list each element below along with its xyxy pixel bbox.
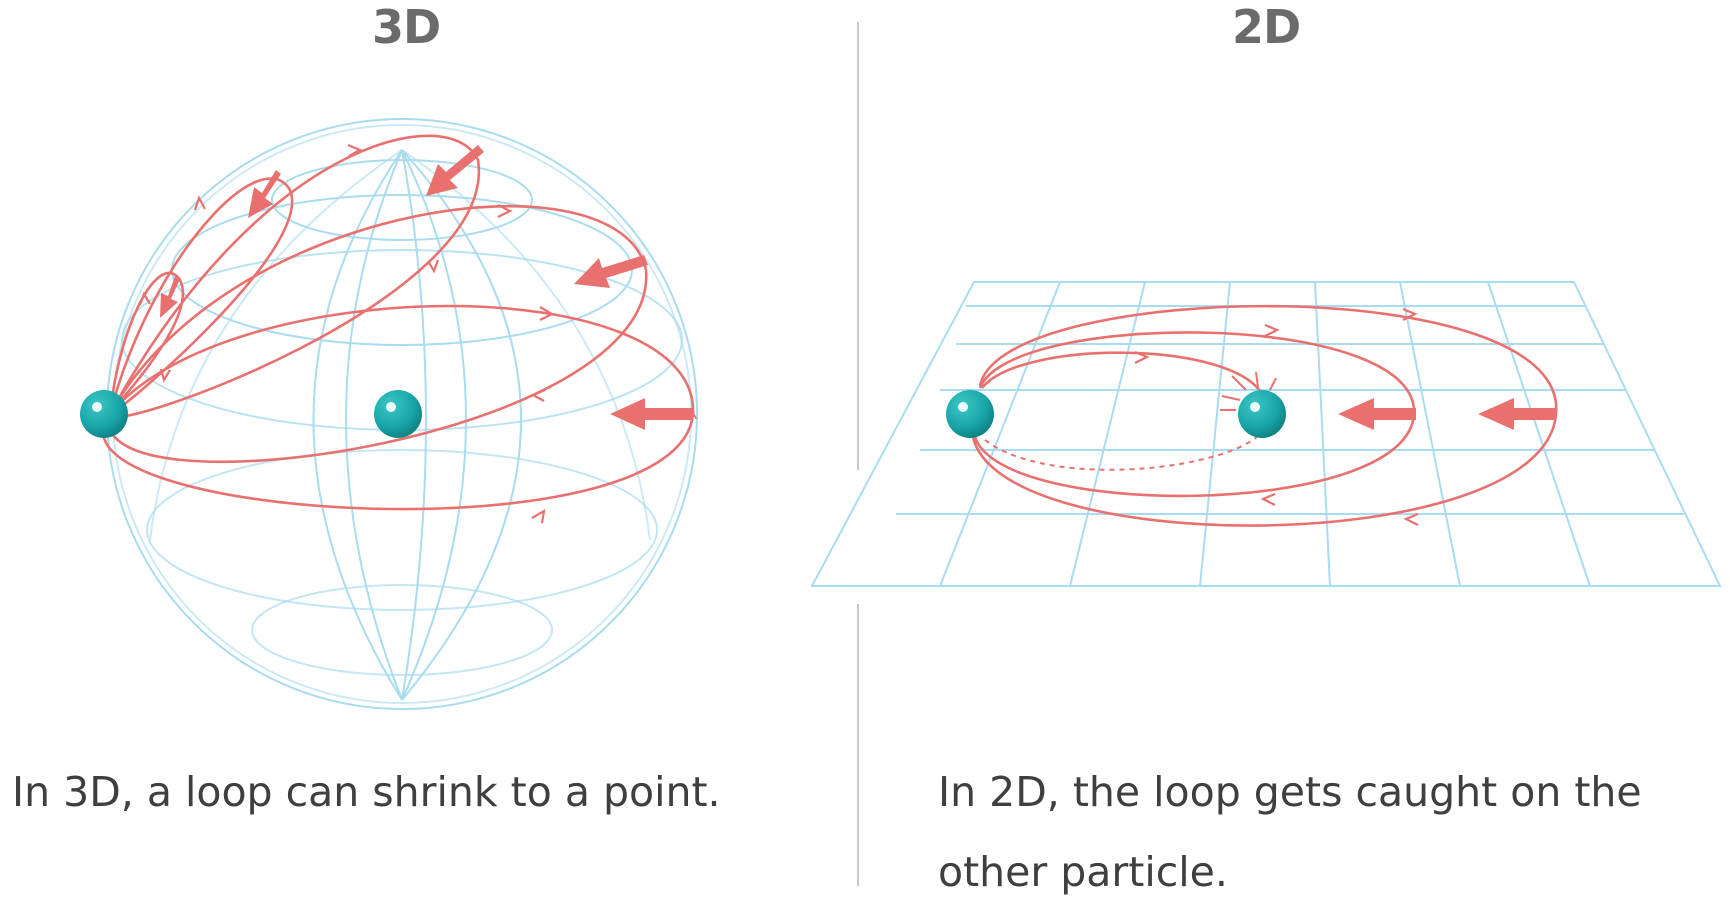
panel-title-3d: 3D xyxy=(372,0,441,54)
caption-3d: In 3D, a loop can shrink to a point. xyxy=(12,768,721,816)
particle-2d-center-highlight xyxy=(1250,402,1260,412)
snag-marks xyxy=(1220,371,1277,411)
particle-3d-left-highlight xyxy=(92,402,102,412)
direction-arrows-2d xyxy=(1134,307,1419,526)
particle-3d-left xyxy=(80,390,128,438)
loops-3d xyxy=(101,134,698,511)
panel-title-2d: 2D xyxy=(1232,0,1301,54)
caption-2d: In 2D, the loop gets caught on the other… xyxy=(938,768,1642,896)
particle-3d-center-highlight xyxy=(386,402,396,412)
direction-arrows-3d xyxy=(138,143,555,524)
particle-2d-left-highlight xyxy=(958,402,968,412)
shrink-arrows-2d xyxy=(1338,398,1556,430)
particle-3d-center xyxy=(374,390,422,438)
sphere-wireframe xyxy=(106,118,698,710)
particle-2d-left xyxy=(946,390,994,438)
shrink-arrows-3d xyxy=(160,145,693,430)
particle-2d-center xyxy=(1238,390,1286,438)
